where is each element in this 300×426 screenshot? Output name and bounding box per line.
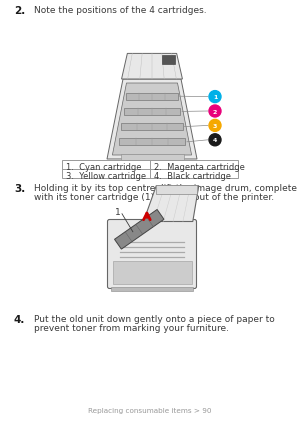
Polygon shape (107, 80, 197, 160)
Circle shape (209, 120, 221, 132)
Polygon shape (115, 210, 164, 250)
Circle shape (209, 135, 221, 147)
Text: 4.  Black cartridge: 4. Black cartridge (154, 172, 231, 181)
Text: 2.: 2. (14, 6, 25, 16)
Text: prevent toner from marking your furniture.: prevent toner from marking your furnitur… (34, 323, 229, 332)
Text: 2: 2 (213, 109, 217, 114)
Text: Note the positions of the 4 cartridges.: Note the positions of the 4 cartridges. (34, 6, 207, 15)
Bar (111, 287, 193, 291)
Text: 3.: 3. (14, 184, 25, 193)
Bar (156, 186, 197, 195)
Ellipse shape (149, 160, 155, 163)
Polygon shape (143, 186, 199, 222)
Text: 1: 1 (115, 208, 121, 217)
Bar (112, 261, 191, 284)
Text: 2.  Magenta cartridge: 2. Magenta cartridge (154, 163, 245, 172)
Bar (162, 56, 175, 65)
Polygon shape (112, 84, 192, 155)
Ellipse shape (137, 160, 143, 163)
Bar (62, 161, 238, 178)
Circle shape (209, 106, 221, 118)
Text: 1.  Cyan cartridge: 1. Cyan cartridge (66, 163, 142, 172)
Bar (122, 124, 182, 131)
Text: 4.: 4. (14, 314, 26, 324)
Text: Replacing consumable items > 90: Replacing consumable items > 90 (88, 407, 212, 413)
Bar (126, 94, 178, 101)
Text: 1: 1 (213, 95, 217, 100)
Bar (121, 154, 184, 161)
FancyBboxPatch shape (107, 220, 196, 289)
Text: 3: 3 (213, 124, 217, 129)
Ellipse shape (161, 160, 167, 163)
Text: with its toner cartridge (1), up and out of the printer.: with its toner cartridge (1), up and out… (34, 193, 274, 201)
Circle shape (209, 92, 221, 104)
Text: 4: 4 (213, 138, 217, 143)
Text: 3.  Yellow cartridge: 3. Yellow cartridge (66, 172, 146, 181)
Text: Holding it by its top centre, lift the image drum, complete: Holding it by its top centre, lift the i… (34, 184, 297, 193)
Text: Put the old unit down gently onto a piece of paper to: Put the old unit down gently onto a piec… (34, 314, 275, 323)
Bar (119, 139, 185, 146)
Polygon shape (122, 54, 182, 80)
Bar (124, 109, 180, 115)
